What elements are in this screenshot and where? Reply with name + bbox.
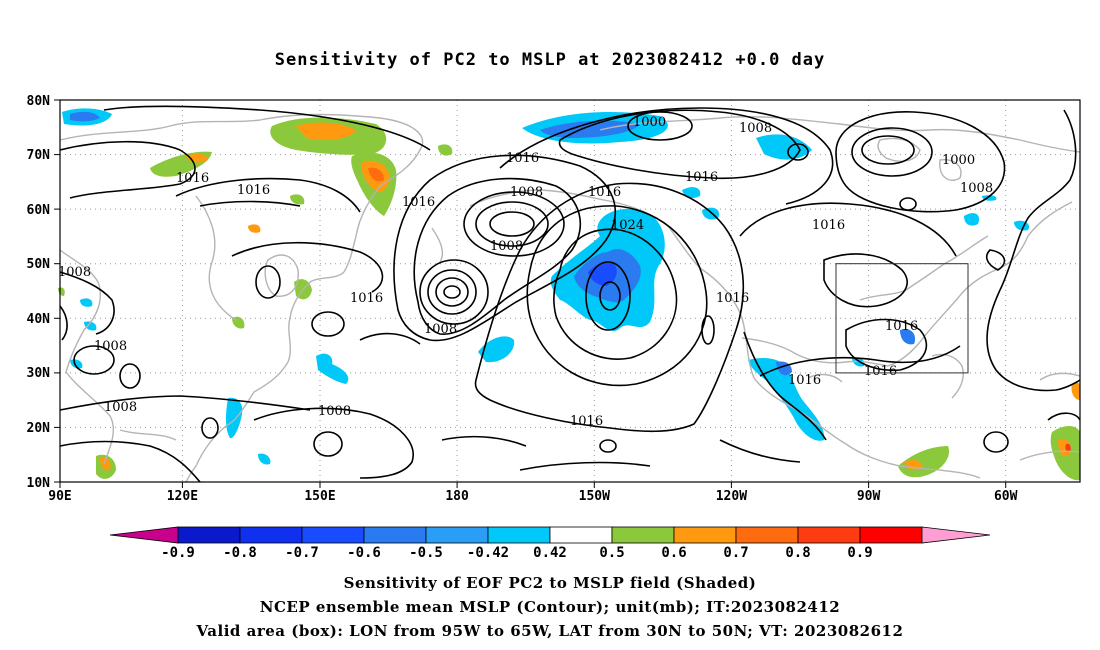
colorbar-swatch	[797, 526, 861, 544]
colorbar-swatch	[425, 526, 489, 544]
lon-tick-150e: 150E	[304, 489, 335, 504]
positive-sensitivity-shading	[58, 117, 1080, 481]
lat-tick-60n: 60N	[27, 203, 51, 218]
tick-marks	[54, 99, 1007, 488]
colorbar-label: 0.6	[661, 545, 686, 561]
contour-label: 1008	[490, 239, 523, 254]
lat-tick-50n: 50N	[27, 257, 51, 272]
lon-tick-90e: 90E	[48, 489, 71, 504]
lon-tick-150w: 150W	[579, 489, 610, 504]
colorbar-swatch	[363, 526, 427, 544]
lon-tick-120w: 120W	[716, 489, 747, 504]
colorbar-swatch	[487, 526, 551, 544]
colorbar: -0.9 -0.8 -0.7 -0.6 -0.5 -0.42 0.42 0.5 0.6 0.7 0.…	[109, 526, 991, 561]
map-frame	[59, 99, 1081, 483]
lat-tick-20n: 20N	[27, 421, 51, 436]
lat-tick-40n: 40N	[27, 312, 51, 327]
caption-contour: NCEP ensemble mean MSLP (Contour); unit(…	[259, 598, 841, 616]
colorbar-min-arrow	[109, 526, 179, 544]
colorbar-label: -0.7	[285, 545, 319, 561]
colorbar-swatch	[859, 526, 923, 544]
contour-label: 1000	[490, 239, 523, 254]
caption-valid-area: Valid area (box): LON from 95W to 65W, L…	[196, 622, 904, 640]
contour-label: 1008	[510, 185, 543, 200]
valid-area-box	[835, 263, 969, 374]
lat-tick-labels: 80N 70N 60N 50N 40N 30N 20N 10N	[27, 94, 51, 491]
colorbar-label: 0.42	[533, 545, 567, 561]
contour-label: 1024	[611, 218, 644, 233]
contour-label: 1008	[58, 265, 91, 280]
contour-label: 1008	[104, 400, 137, 415]
contour-label: 1016	[237, 183, 270, 198]
contour-label: 1016	[864, 364, 897, 379]
colorbar-label: -0.6	[347, 545, 381, 561]
contour-label: 1016	[885, 319, 918, 334]
colorbar-swatch	[239, 526, 303, 544]
mslp-contours	[59, 105, 1081, 483]
chart-title: Sensitivity of PC2 to MSLP at 2023082412…	[274, 50, 826, 70]
contour-label: 1008	[318, 404, 351, 419]
contour-label: 1016	[588, 185, 621, 200]
contour-label: 1016	[716, 291, 749, 306]
contour-label: 1000	[942, 153, 975, 168]
colorbar-label: 0.9	[847, 545, 872, 561]
contour-label: 1008	[94, 339, 127, 354]
lon-tick-180: 180	[445, 489, 469, 504]
colorbar-label: -0.42	[467, 545, 509, 561]
colorbar-swatch	[735, 526, 799, 544]
contour-label: 1000	[633, 115, 666, 130]
colorbar-label: -0.8	[223, 545, 257, 561]
caption-shading: Sensitivity of EOF PC2 to MSLP field (Sh…	[343, 574, 757, 592]
colorbar-swatch	[611, 526, 675, 544]
lat-tick-10n: 10N	[27, 476, 51, 491]
colorbar-label: -0.5	[409, 545, 443, 561]
contour-label: 1016	[685, 170, 718, 185]
negative-sensitivity-shading	[62, 108, 1030, 465]
contour-label: 1016	[788, 373, 821, 388]
lat-tick-70n: 70N	[27, 148, 51, 163]
contour-label: 1008	[739, 121, 772, 136]
contour-label: 1016	[350, 291, 383, 306]
colorbar-label: 0.7	[723, 545, 748, 561]
colorbar-label: 0.5	[599, 545, 624, 561]
lon-tick-90w: 90W	[857, 489, 881, 504]
colorbar-swatch	[177, 526, 241, 544]
colorbar-swatch	[673, 526, 737, 544]
colorbar-label: 0.8	[785, 545, 810, 561]
colorbar-max-arrow	[921, 526, 991, 544]
contour-label: 1016	[402, 195, 435, 210]
contour-label: 1008	[960, 181, 993, 196]
colorbar-swatch	[549, 526, 613, 544]
lon-tick-labels: 90E 120E 150E 180 150W 120W 90W 60W	[48, 489, 1017, 504]
lat-tick-30n: 30N	[27, 366, 51, 381]
contour-label: 1016	[176, 171, 209, 186]
contour-label: 1008	[424, 322, 457, 337]
colorbar-label: -0.9	[161, 545, 195, 561]
contour-label: 1016	[812, 218, 845, 233]
contour-label: 1016	[570, 414, 603, 429]
contour-labels: 1000 1008 1016 1016 1016 1016 1008 1016 …	[58, 115, 993, 429]
lon-tick-120e: 120E	[167, 489, 198, 504]
colorbar-swatch	[301, 526, 365, 544]
lat-tick-80n: 80N	[27, 94, 51, 109]
contour-label: 1016	[506, 151, 539, 166]
lon-tick-60w: 60W	[994, 489, 1018, 504]
